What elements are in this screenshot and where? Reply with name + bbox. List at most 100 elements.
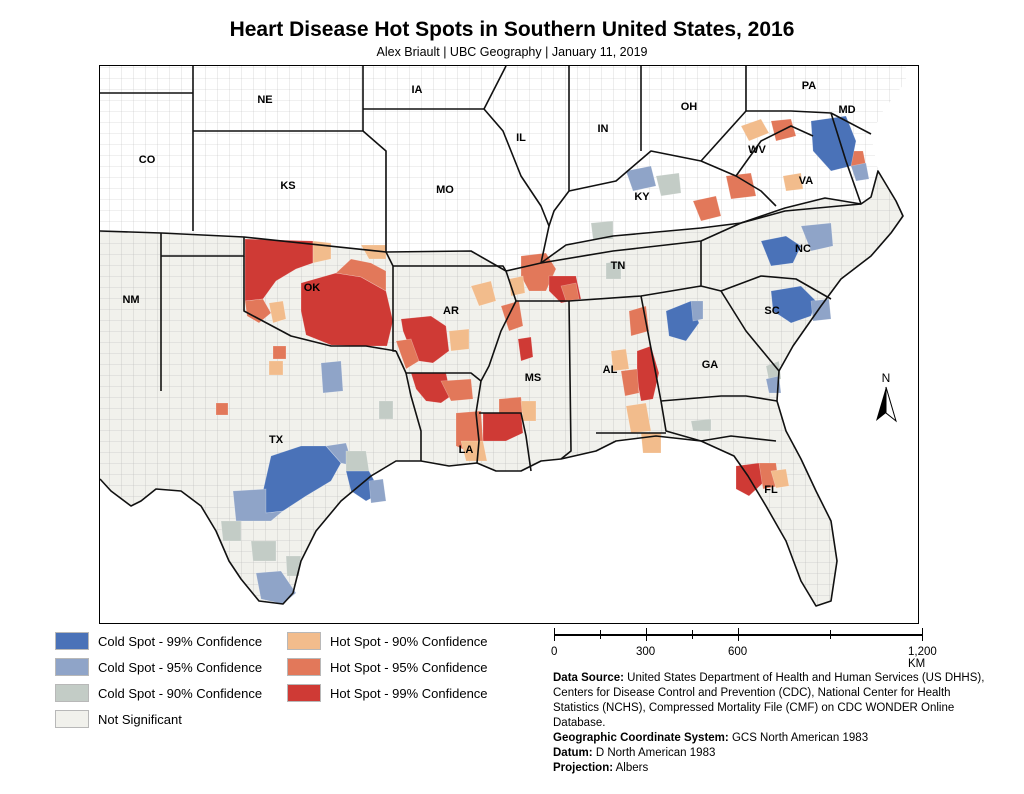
state-label-ia: IA [412, 84, 423, 96]
state-label-tn: TN [611, 260, 626, 272]
hot-spot-cluster [360, 244, 387, 260]
hot-spot-cluster [498, 396, 524, 414]
cold-spot-cluster [690, 418, 712, 432]
state-label-ne: NE [257, 94, 272, 106]
choropleth-map: NE IA PA MD OH IN IL CO KS MO WV VA KY NC TN OK AR NM SC GA… [100, 66, 906, 607]
hot-spot-cluster [520, 400, 537, 422]
hotspot-clusters [215, 115, 870, 605]
legend-item-cold99: Cold Spot - 99% Confidence [55, 631, 262, 651]
cold-spot-cluster [255, 570, 297, 605]
hot-spot-cluster [215, 402, 229, 416]
swatch-cold95 [55, 658, 89, 676]
state-label-co: CO [139, 154, 156, 166]
scale-label-300: 300 [636, 646, 656, 658]
state-label-in: IN [598, 123, 609, 135]
hot-spot-cluster [244, 298, 272, 324]
legend-label-hot90: Hot Spot - 90% Confidence [330, 633, 488, 649]
source-notes: Data Source: United States Department of… [553, 671, 993, 776]
geographic-coordinate-system: Geographic Coordinate System: GCS North … [553, 732, 869, 744]
swatch-hot95 [287, 658, 321, 676]
legend-item-cold90: Cold Spot - 90% Confidence [55, 683, 262, 703]
hot-spot-cluster [620, 368, 640, 397]
legend-item-hot90: Hot Spot - 90% Confidence [287, 631, 488, 651]
swatch-not-significant [55, 710, 89, 728]
legend-item-cold95: Cold Spot - 95% Confidence [55, 657, 262, 677]
cold-spot-cluster [320, 360, 344, 394]
legend-label-cold90: Cold Spot - 90% Confidence [98, 685, 263, 701]
state-label-fl: FL [764, 484, 778, 496]
swatch-cold90 [55, 684, 89, 702]
state-label-nc: NC [795, 243, 811, 255]
north-arrow-label: N [882, 371, 891, 385]
state-label-la: LA [459, 444, 474, 456]
hot-spot-cluster [560, 282, 580, 302]
legend-label-hot95: Hot Spot - 95% Confidence [330, 659, 488, 675]
hot-spot-cluster [770, 468, 790, 489]
cold-spot-cluster [590, 220, 614, 240]
scale-label-1200: 1,200 KM [908, 646, 937, 670]
hot-spot-cluster [610, 348, 630, 372]
state-label-va: VA [799, 175, 814, 187]
state-label-tx: TX [269, 434, 284, 446]
map-title: Heart Disease Hot Spots in Southern Unit… [229, 18, 795, 41]
cold-spot-cluster [378, 400, 394, 420]
hot-spot-cluster [782, 172, 804, 192]
state-labels: NE IA PA MD OH IN IL CO KS MO WV VA KY NC TN OK AR NM SC GA… [122, 80, 855, 496]
state-label-il: IL [516, 132, 526, 144]
state-label-ok: OK [304, 282, 321, 294]
state-label-al: AL [603, 364, 618, 376]
hot-spot-cluster [500, 300, 524, 332]
state-label-ms: MS [525, 372, 542, 384]
swatch-hot99 [287, 684, 321, 702]
data-source: Data Source: United States Department of… [553, 672, 985, 729]
cold-spot-cluster [800, 222, 834, 252]
hot-spot-cluster [268, 360, 284, 376]
hot-spot-cluster [625, 402, 652, 434]
state-label-nm: NM [122, 294, 139, 306]
legend: Cold Spot - 99% Confidence Cold Spot - 9… [55, 631, 495, 731]
state-label-wv: WV [748, 144, 766, 156]
state-label-ar: AR [443, 305, 459, 317]
hot-spot-cluster [335, 258, 387, 292]
legend-item-hot95: Hot Spot - 95% Confidence [287, 657, 488, 677]
map-subtitle: Alex Briault | UBC Geography | January 1… [376, 45, 648, 59]
cold-spot-cluster [250, 540, 277, 562]
legend-label-cold95: Cold Spot - 95% Confidence [98, 659, 263, 675]
hot-spot-cluster [268, 300, 287, 324]
state-label-ky: KY [634, 191, 650, 203]
cold-spot-cluster [625, 165, 657, 192]
state-borders [100, 66, 904, 607]
hot-spot-cluster [440, 378, 474, 402]
state-label-md: MD [838, 104, 855, 116]
cold-spot-cluster [605, 260, 622, 280]
swatch-cold99 [55, 632, 89, 650]
north-arrow: N [876, 371, 897, 423]
datum: Datum: D North American 1983 [553, 747, 716, 759]
legend-label-hot99: Hot Spot - 99% Confidence [330, 685, 488, 701]
cold-spot-cluster [765, 360, 782, 382]
cold-spot-cluster [665, 300, 700, 342]
legend-label-cold99: Cold Spot - 99% Confidence [98, 633, 263, 649]
cold-spot-cluster [690, 300, 704, 322]
cold-spot-cluster [345, 450, 370, 472]
map-frame: NE IA PA MD OH IN IL CO KS MO WV VA KY NC TN OK AR NM SC GA… [99, 65, 919, 624]
cold-spot-cluster [770, 285, 817, 324]
state-label-ks: KS [280, 180, 295, 192]
cold-spot-cluster [285, 555, 302, 577]
legend-item-not-significant: Not Significant [55, 709, 182, 729]
cold-spot-cluster [810, 298, 832, 322]
hot-spot-cluster [725, 172, 757, 200]
hot-spot-cluster [272, 345, 287, 360]
hot-spot-cluster [395, 338, 420, 370]
state-label-oh: OH [681, 101, 698, 113]
cold-spot-cluster [760, 235, 802, 267]
swatch-hot90 [287, 632, 321, 650]
hot-spot-cluster [470, 280, 497, 307]
state-label-sc: SC [764, 305, 779, 317]
legend-item-hot99: Hot Spot - 99% Confidence [287, 683, 488, 703]
scale-bar: 0 300 600 1,200 KM [551, 628, 952, 670]
state-label-mo: MO [436, 184, 454, 196]
cold-spot-cluster [220, 520, 242, 542]
cold-spot-cluster [368, 478, 387, 504]
hot-spot-cluster [448, 328, 470, 352]
